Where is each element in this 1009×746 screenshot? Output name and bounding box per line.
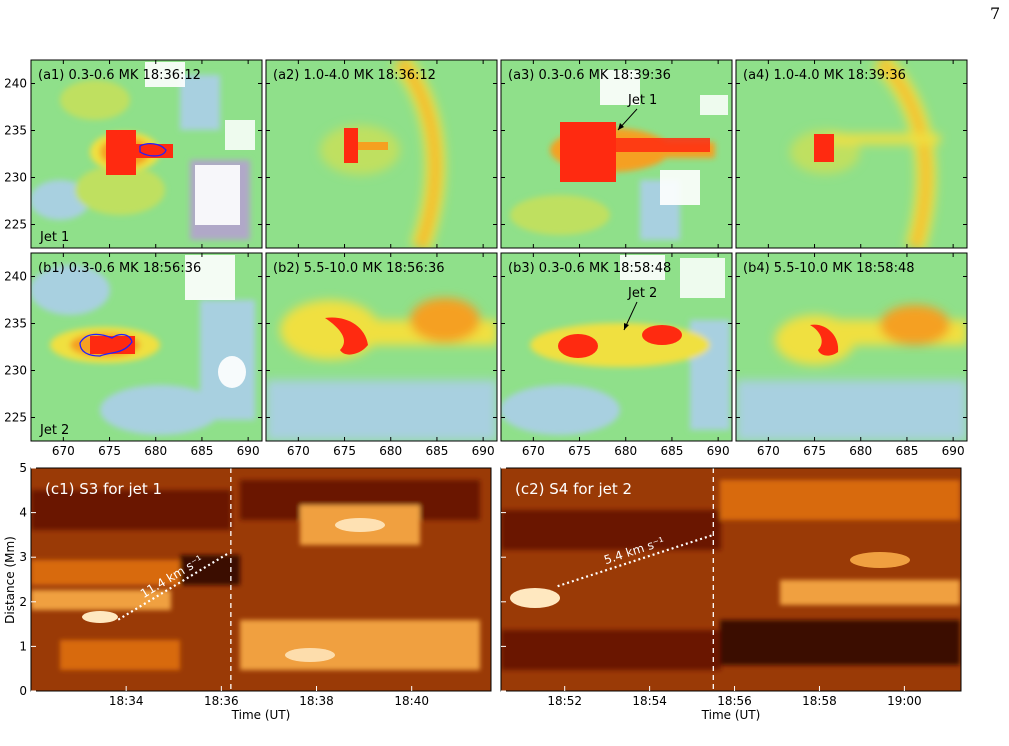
image-x-tick: 685 [660, 444, 683, 458]
panel-c1 [31, 468, 491, 691]
panel-a2 [266, 60, 497, 248]
chart-x-tick: 18:40 [394, 694, 429, 708]
image-y-tick: 240 [4, 270, 27, 284]
chart-y-tick: 3 [19, 550, 27, 564]
image-x-tick: 690 [707, 444, 730, 458]
panel-label-a4: (a4) 1.0-4.0 MK 18:39:36 [743, 68, 906, 83]
panel-label-b4: (b4) 5.5-10.0 MK 18:58:48 [743, 261, 915, 276]
image-x-tick: 670 [757, 444, 780, 458]
xlabel-c2: Time (UT) [701, 708, 761, 722]
image-y-tick: 230 [4, 364, 27, 378]
fit-line-c1 [117, 551, 230, 621]
image-y-tick: 225 [4, 411, 27, 425]
chart-x-tick: 18:34 [109, 694, 144, 708]
panel-a1 [31, 60, 262, 248]
xlabel-c1: Time (UT) [231, 708, 291, 722]
chart-x-tick: 18:58 [802, 694, 837, 708]
page-number: 7 [990, 4, 1001, 23]
panel-b4 [736, 253, 967, 441]
corner-label-jet2: Jet 2 [39, 423, 69, 438]
image-x-tick: 690 [237, 444, 260, 458]
panel-label-b2: (b2) 5.5-10.0 MK 18:56:36 [273, 261, 445, 276]
image-x-tick: 685 [895, 444, 918, 458]
chart-axes: 18:34 18:36 18:38 18:40 0 1 2 3 4 5 18:52 18:54 18:5… [19, 461, 921, 708]
chart-y-tick: 2 [19, 595, 27, 609]
chart-title-c1: (c1) S3 for jet 1 [45, 480, 162, 498]
image-x-tick: 680 [379, 444, 402, 458]
contour-b1 [79, 333, 133, 357]
chart-y-tick: 1 [19, 639, 27, 653]
panel-label-b1: (b1) 0.3-0.6 MK 18:56:36 [38, 261, 201, 276]
panel-a4 [736, 60, 967, 248]
corner-label-jet1: Jet 1 [39, 230, 69, 245]
image-x-tick: 680 [614, 444, 637, 458]
arrow-head-jet2 [624, 323, 629, 330]
image-x-tick: 690 [472, 444, 495, 458]
image-x-tick: 675 [803, 444, 826, 458]
image-x-tick: 685 [425, 444, 448, 458]
chart-x-tick: 18:36 [204, 694, 239, 708]
image-y-tick: 240 [4, 77, 27, 91]
image-x-tick: 675 [98, 444, 121, 458]
image-x-tick: 670 [52, 444, 75, 458]
ylabel-c1: Distance (Mm) [3, 536, 17, 624]
image-y-tick: 230 [4, 171, 27, 185]
panel-b3 [501, 253, 732, 441]
image-y-tick: 225 [4, 218, 27, 232]
image-x-tick: 670 [287, 444, 310, 458]
contour-a1 [139, 143, 167, 157]
arrow-label-jet2: Jet 2 [627, 286, 657, 301]
chart-x-tick: 18:38 [299, 694, 334, 708]
panel-b1 [31, 253, 262, 441]
image-x-tick: 675 [568, 444, 591, 458]
panel-b2 [266, 253, 497, 441]
chart-x-tick: 18:56 [717, 694, 752, 708]
chart-y-tick: 0 [19, 684, 27, 698]
image-y-tick: 235 [4, 317, 27, 331]
panel-label-a2: (a2) 1.0-4.0 MK 18:36:12 [273, 68, 436, 83]
chart-x-tick: 18:54 [632, 694, 667, 708]
image-x-tick: 675 [333, 444, 356, 458]
chart-x-tick: 19:00 [887, 694, 922, 708]
image-y-tick: 235 [4, 124, 27, 138]
image-axes: 240 235 230 225 670 675 680 685 690 670 675 680 685 6… [4, 60, 967, 458]
image-x-tick: 670 [522, 444, 545, 458]
panel-a3 [501, 60, 732, 248]
chart-title-c2: (c2) S4 for jet 2 [515, 480, 632, 498]
arrow-label-jet1: Jet 1 [627, 93, 657, 108]
image-x-tick: 680 [144, 444, 167, 458]
panel-label-a1: (a1) 0.3-0.6 MK 18:36:12 [38, 68, 201, 83]
chart-x-tick: 18:52 [547, 694, 582, 708]
panel-c2 [501, 468, 961, 691]
chart-y-tick: 5 [19, 461, 27, 475]
fit-line-c2 [557, 533, 714, 588]
panel-label-b3: (b3) 0.3-0.6 MK 18:58:48 [508, 261, 671, 276]
chart-y-tick: 4 [19, 506, 27, 520]
image-x-tick: 690 [942, 444, 965, 458]
image-x-tick: 680 [849, 444, 872, 458]
panel-label-a3: (a3) 0.3-0.6 MK 18:39:36 [508, 68, 671, 83]
arrow-head-jet1 [618, 123, 624, 130]
image-x-tick: 685 [190, 444, 213, 458]
